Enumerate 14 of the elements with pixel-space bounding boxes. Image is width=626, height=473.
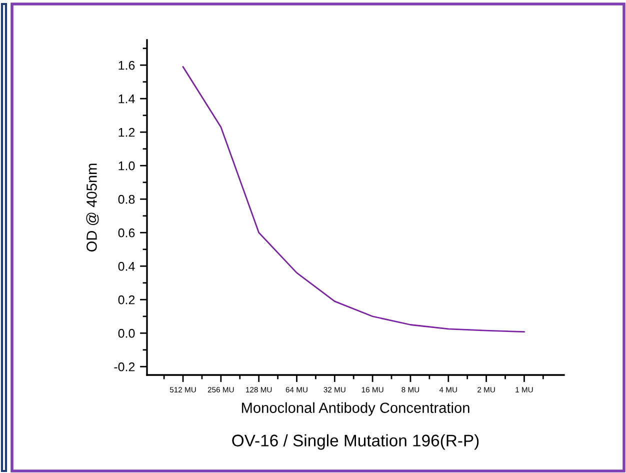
y-tick-label: 0.2 — [118, 295, 135, 304]
y-tick-label: 0.0 — [118, 328, 135, 338]
y-tick-label: 1.2 — [118, 128, 135, 137]
text: OV-16 / Single Mutation 196(R-P) — [232, 434, 479, 450]
y-tick-label: 1.6 — [118, 60, 135, 70]
line-series — [182, 66, 525, 332]
y-tick-label: 1.0 — [118, 161, 135, 170]
y-tick-label: 0.4 — [118, 262, 135, 271]
y-tick-label: 1.4 — [118, 94, 135, 104]
y-axis-title: OD @ 405nm — [86, 164, 99, 252]
y-tick-label: 0.8 — [118, 194, 135, 204]
y-tick-label: -0.2 — [114, 362, 135, 372]
y-tick-label: 0.6 — [118, 228, 135, 238]
x-axis-title: Monoclonal Antibody Concentration — [242, 402, 470, 416]
